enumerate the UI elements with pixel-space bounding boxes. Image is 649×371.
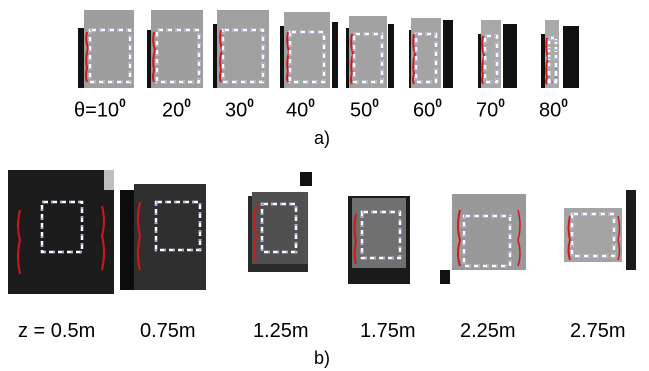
depth-image-z-0.5m (8, 170, 114, 294)
depth-image-z-1.25m (240, 170, 320, 294)
angle-label-10: θ=100 (74, 96, 126, 122)
depth-image-theta-30 (213, 10, 273, 88)
distance-label-0.5m: z = 0.5m (18, 320, 96, 342)
angle-label-30: 300 (225, 96, 254, 122)
distance-label-2.75m: 2.75m (570, 320, 626, 342)
depth-image-z-0.75m (120, 170, 210, 294)
distance-label-2.25m: 2.25m (460, 320, 516, 342)
angle-label-50: 500 (350, 96, 379, 122)
distance-label-1.75m: 1.75m (360, 320, 416, 342)
depth-image-z-2.75m (554, 170, 642, 294)
depth-image-theta-60 (409, 10, 453, 88)
depth-image-theta-50 (346, 10, 394, 88)
panel-label-b: b) (314, 348, 331, 368)
angle-label-20: 200 (162, 96, 191, 122)
depth-image-theta-20 (147, 10, 207, 88)
angle-label-70: 700 (476, 96, 505, 122)
distance-label-0.75m: 0.75m (140, 320, 196, 342)
depth-image-theta-10 (78, 10, 138, 88)
angle-label-80: 800 (539, 96, 568, 122)
angle-label-60: 600 (413, 96, 442, 122)
depth-image-theta-70 (478, 10, 520, 88)
angle-label-40: 400 (286, 96, 315, 122)
depth-image-z-2.25m (440, 170, 536, 294)
depth-image-theta-40 (280, 10, 338, 88)
depth-image-z-1.75m (336, 170, 422, 294)
depth-image-theta-80 (541, 10, 583, 88)
distance-label-1.25m: 1.25m (253, 320, 309, 342)
panel-label-a: a) (314, 128, 331, 148)
